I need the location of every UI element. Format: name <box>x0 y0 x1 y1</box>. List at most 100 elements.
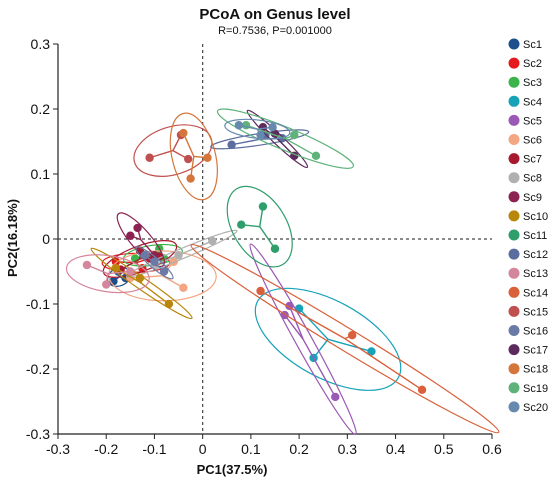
data-point <box>126 231 135 240</box>
x-tick-label: -0.1 <box>142 441 166 457</box>
legend-marker-sc8 <box>508 172 520 184</box>
legend-label-sc3: Sc3 <box>523 77 542 89</box>
data-point <box>140 251 149 260</box>
x-tick-label: -0.2 <box>94 441 118 457</box>
series-sc14 <box>190 244 500 434</box>
legend-marker-sc7 <box>508 153 520 165</box>
data-point <box>256 130 265 140</box>
confidence-ellipse <box>125 229 238 278</box>
centroid-spoke <box>141 282 170 305</box>
x-tick-label: 0.3 <box>338 441 358 457</box>
legend-label-sc7: Sc7 <box>523 154 542 166</box>
legend-marker-sc16 <box>508 325 520 336</box>
legend-label-sc15: Sc15 <box>523 306 548 318</box>
confidence-ellipse <box>102 240 178 278</box>
data-point <box>234 121 244 130</box>
centroid-spoke <box>284 314 304 340</box>
legend-marker-sc12 <box>508 248 520 260</box>
legend-marker-sc14 <box>508 286 520 298</box>
chart-subtitle: R=0.7536, P=0.001000 <box>218 25 332 37</box>
x-axis-ticks: -0.3 -0.2 -0.1 0 0.1 0.2 0.3 0.4 0.5 0.6 <box>46 434 502 457</box>
data-point <box>126 267 135 276</box>
data-point <box>367 347 376 356</box>
x-tick-label: -0.3 <box>46 441 70 457</box>
y-tick-label: -0.3 <box>26 426 50 442</box>
legend-marker-sc17 <box>508 344 520 356</box>
confidence-ellipse <box>169 112 218 201</box>
data-point <box>208 236 217 246</box>
data-point <box>241 121 251 130</box>
series-layer <box>65 108 500 436</box>
x-tick-label: 0.1 <box>241 441 261 457</box>
data-point <box>347 331 357 340</box>
data-point <box>186 174 195 183</box>
data-point <box>270 244 280 253</box>
centroid-spoke <box>260 290 346 340</box>
series-sc18 <box>169 112 218 201</box>
y-tick-label: 0.2 <box>31 101 51 117</box>
legend-label-sc19: Sc19 <box>523 383 548 395</box>
legend-label-sc13: Sc13 <box>523 268 548 280</box>
legend-label-sc17: Sc17 <box>523 345 548 357</box>
y-tick-label: 0 <box>42 231 50 247</box>
data-point <box>331 392 340 402</box>
data-point <box>179 283 188 292</box>
data-point <box>133 223 142 233</box>
series-sc11 <box>226 185 293 268</box>
data-point <box>256 286 265 296</box>
data-point <box>237 220 246 229</box>
y-axis-label: PC2(16.18%) <box>5 199 20 277</box>
legend-label-sc4: Sc4 <box>523 96 542 108</box>
confidence-ellipse <box>249 243 357 436</box>
x-tick-label: 0.4 <box>386 441 406 457</box>
centroid-spoke <box>288 305 304 340</box>
legend-label-sc11: Sc11 <box>523 230 547 242</box>
y-axis-ticks: 0.3 0.2 0.1 0 -0.1 -0.2 -0.3 <box>26 36 58 442</box>
confidence-ellipse <box>216 108 355 169</box>
data-point <box>102 280 111 289</box>
data-point <box>164 299 174 309</box>
series-sc5 <box>249 243 357 436</box>
legend-marker-sc6 <box>508 134 520 145</box>
confidence-ellipse <box>65 254 150 294</box>
centroid-spoke <box>259 226 276 250</box>
x-axis-label: PC1(37.5%) <box>197 462 268 477</box>
legend-label-sc12: Sc12 <box>523 249 548 261</box>
legend-marker-sc5 <box>508 114 520 126</box>
centroid-spoke <box>302 338 336 398</box>
legend-label-sc2: Sc2 <box>523 58 542 70</box>
centroid-spoke <box>231 138 260 146</box>
series-sc16 <box>135 246 174 280</box>
legend-marker-sc13 <box>508 267 520 279</box>
series-sc4 <box>254 287 402 391</box>
centroid-spoke <box>344 338 423 391</box>
confidence-ellipse <box>108 250 217 302</box>
data-point <box>258 202 268 211</box>
data-point <box>311 151 321 160</box>
legend-label-sc14: Sc14 <box>523 287 548 299</box>
y-tick-label: 0.3 <box>31 36 51 52</box>
series-sc20 <box>224 118 291 140</box>
legend-marker-sc1 <box>508 38 520 50</box>
chart-title: PCoA on Genus level <box>199 6 350 23</box>
data-point <box>417 385 427 394</box>
centroid-spoke <box>327 338 372 353</box>
data-point <box>290 130 299 140</box>
centroid-spoke <box>182 132 195 157</box>
y-tick-label: -0.1 <box>26 296 50 312</box>
legend-marker-sc2 <box>508 57 520 69</box>
series-sc19 <box>216 108 355 169</box>
confidence-ellipse <box>116 212 165 267</box>
x-tick-label: 0 <box>199 441 207 457</box>
legend-marker-sc15 <box>508 305 520 317</box>
data-point <box>111 264 121 273</box>
confidence-ellipse <box>90 247 193 320</box>
y-tick-label: 0.1 <box>31 166 51 182</box>
confidence-ellipse <box>224 118 291 140</box>
centroid-spoke <box>298 308 329 340</box>
legend-label-sc9: Sc9 <box>523 192 542 204</box>
legend-marker-sc4 <box>508 95 520 107</box>
reference-lines <box>58 44 492 434</box>
confidence-ellipse <box>135 246 174 280</box>
legend-label-sc8: Sc8 <box>523 173 542 185</box>
